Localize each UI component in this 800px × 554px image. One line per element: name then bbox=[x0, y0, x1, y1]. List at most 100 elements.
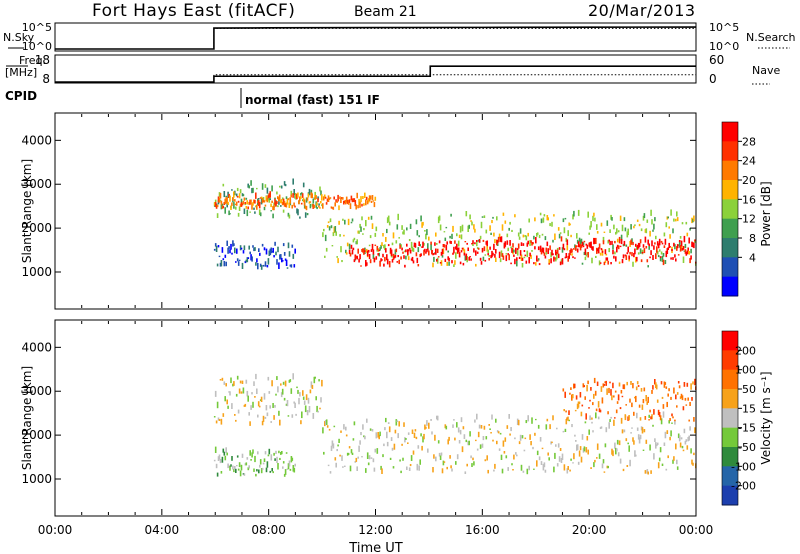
heatmap-cell bbox=[293, 401, 295, 404]
heatmap-cell bbox=[257, 263, 259, 270]
heatmap-cell bbox=[587, 449, 589, 455]
heatmap-cell bbox=[638, 243, 641, 247]
heatmap-cell bbox=[372, 458, 375, 463]
heatmap-cell bbox=[474, 419, 476, 423]
heatmap-cell bbox=[287, 463, 290, 470]
heatmap-cell bbox=[241, 380, 244, 384]
heatmap-cell bbox=[642, 449, 645, 451]
heatmap-cell bbox=[419, 254, 421, 258]
heatmap-cell bbox=[474, 242, 476, 245]
heatmap-cell bbox=[652, 385, 654, 390]
heatmap-cell bbox=[274, 405, 276, 408]
heatmap-cell bbox=[243, 404, 246, 407]
heatmap-cell bbox=[690, 248, 692, 254]
heatmap-cell bbox=[588, 407, 590, 409]
heatmap-cell bbox=[452, 225, 454, 232]
heatmap-cell bbox=[675, 218, 677, 222]
heatmap-cell bbox=[391, 447, 394, 451]
heatmap-cell bbox=[313, 204, 315, 209]
heatmap-cell bbox=[371, 429, 374, 432]
heatmap-cell bbox=[233, 191, 235, 198]
heatmap-cell bbox=[264, 416, 267, 419]
heatmap-cell bbox=[476, 413, 478, 420]
heatmap-cell bbox=[658, 249, 661, 252]
heatmap-cell bbox=[290, 264, 293, 268]
heatmap-cell bbox=[289, 379, 292, 382]
heatmap-cell bbox=[327, 221, 330, 224]
heatmap-cell bbox=[276, 259, 278, 265]
heatmap-cell bbox=[306, 197, 309, 201]
colorbar-segment bbox=[722, 389, 738, 409]
colorbar-segment bbox=[722, 408, 738, 429]
heatmap-cell bbox=[270, 203, 272, 208]
heatmap-cell bbox=[260, 396, 263, 402]
heatmap-cell bbox=[623, 217, 626, 222]
heatmap-cell bbox=[349, 203, 352, 209]
heatmap-cell bbox=[473, 224, 475, 230]
heatmap-cell bbox=[342, 218, 344, 221]
heatmap-cell bbox=[495, 418, 497, 423]
heatmap-cell bbox=[637, 242, 640, 249]
heatmap-cell bbox=[422, 241, 424, 248]
heatmap-cell bbox=[279, 457, 281, 460]
heatmap-cell bbox=[552, 239, 554, 243]
heatmap-cell bbox=[401, 225, 403, 230]
heatmap-cell bbox=[483, 246, 486, 252]
heatmap-cell bbox=[374, 196, 377, 201]
heatmap-cell bbox=[301, 193, 304, 198]
heatmap-cell bbox=[536, 450, 539, 456]
heatmap-cell bbox=[560, 236, 563, 242]
heatmap-cell bbox=[566, 417, 568, 420]
heatmap-cell bbox=[675, 394, 677, 400]
heatmap-cell bbox=[604, 260, 607, 263]
heatmap-cell bbox=[583, 446, 586, 452]
heatmap-cell bbox=[358, 230, 360, 234]
heatmap-cell bbox=[224, 198, 226, 205]
heatmap-cell bbox=[259, 212, 262, 217]
heatmap-cell bbox=[575, 395, 578, 400]
heatmap-cell bbox=[390, 437, 393, 441]
heatmap-cell bbox=[271, 380, 273, 387]
heatmap-cell bbox=[496, 239, 499, 244]
heatmap-cell bbox=[669, 246, 671, 248]
heatmap-cell bbox=[536, 232, 539, 235]
heatmap-cell bbox=[346, 242, 349, 247]
heatmap-cell bbox=[565, 237, 568, 242]
heatmap-cell bbox=[350, 195, 353, 201]
heatmap-cell bbox=[618, 236, 621, 244]
heatmap-cell bbox=[643, 387, 646, 392]
heatmap-cell bbox=[685, 439, 688, 442]
heatmap-cell bbox=[581, 262, 584, 265]
heatmap-cell bbox=[672, 228, 674, 234]
heatmap-cell bbox=[585, 243, 588, 246]
heatmap-cell bbox=[231, 456, 233, 461]
heatmap-cell bbox=[366, 452, 369, 459]
heatmap-cell bbox=[612, 450, 614, 457]
heatmap-cell bbox=[655, 382, 657, 388]
heatmap-cell bbox=[316, 206, 318, 210]
heatmap-cell bbox=[430, 241, 432, 245]
heatmap-cell bbox=[235, 206, 237, 210]
heatmap-cell bbox=[522, 470, 525, 473]
heatmap-cell bbox=[586, 436, 589, 441]
heatmap-cell bbox=[290, 456, 293, 463]
heatmap-cell bbox=[540, 218, 543, 224]
heatmap-cell bbox=[641, 404, 644, 410]
heatmap-cell bbox=[229, 465, 231, 471]
heatmap-cell bbox=[684, 397, 687, 401]
heatmap-cell bbox=[456, 243, 458, 251]
heatmap-cell bbox=[694, 427, 696, 434]
colorbar-segment bbox=[722, 466, 738, 487]
heatmap-cell bbox=[599, 426, 602, 429]
heatmap-cell bbox=[480, 221, 483, 229]
heatmap-cell bbox=[222, 205, 225, 209]
heatmap-cell bbox=[276, 201, 278, 204]
heatmap-cell bbox=[217, 417, 220, 421]
heatmap-cell bbox=[682, 256, 685, 263]
heatmap-cell bbox=[535, 262, 537, 266]
heatmap-cell bbox=[251, 203, 253, 210]
heatmap-cell bbox=[401, 443, 403, 446]
heatmap-cell bbox=[662, 411, 665, 418]
heatmap-cell bbox=[310, 381, 313, 388]
